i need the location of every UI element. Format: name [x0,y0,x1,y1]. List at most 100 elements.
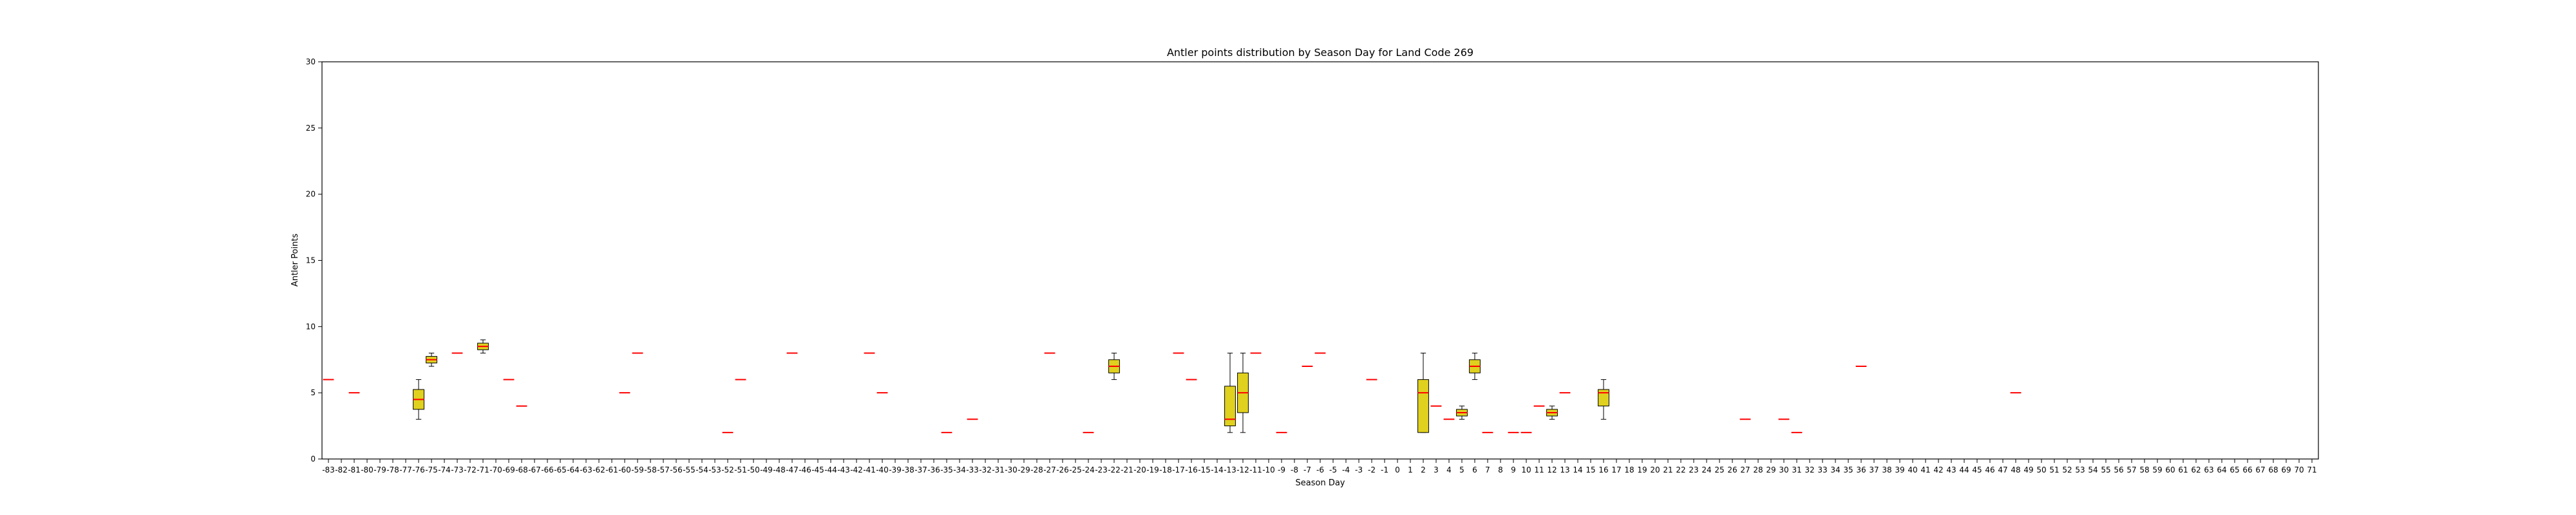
x-tick-label: 26 [1727,465,1737,474]
x-tick-label: -64 [567,465,580,474]
x-tick-label: -16 [1185,465,1198,474]
x-tick-label: 29 [1766,465,1776,474]
x-tick-label: 42 [1933,465,1943,474]
x-tick-label: 2 [1421,465,1426,474]
y-tick-label: 5 [310,388,316,397]
x-tick-label: 4 [1446,465,1452,474]
x-tick-label: -74 [438,465,451,474]
x-tick-label: -61 [605,465,618,474]
x-tick-label: -36 [927,465,940,474]
x-tick-label: 20 [1650,465,1660,474]
x-tick-label: 53 [2075,465,2085,474]
x-tick-label: -54 [696,465,708,474]
x-tick-label: 61 [2178,465,2188,474]
x-tick-label: -33 [966,465,979,474]
x-tick-label: 60 [2165,465,2175,474]
x-tick-label: 28 [1753,465,1763,474]
x-tick-label: 62 [2191,465,2201,474]
x-tick-label: -65 [554,465,567,474]
x-tick-label: -30 [1005,465,1018,474]
x-tick-label: -80 [361,465,374,474]
x-tick-label: -22 [1108,465,1121,474]
x-tick-label: 30 [1779,465,1788,474]
box-plot-day--22 [1108,352,1120,380]
x-tick-label: -78 [386,465,399,474]
box-plot-day-2 [1417,352,1429,433]
x-tick-label: 39 [1895,465,1904,474]
x-tick-label: -50 [747,465,760,474]
x-tick-label: -71 [477,465,489,474]
x-tick-label: -5 [1329,465,1337,474]
x-tick-label: -35 [940,465,953,474]
x-tick-label: -67 [528,465,541,474]
x-tick-label: 46 [1985,465,1994,474]
x-tick-label: -60 [618,465,631,474]
x-tick-label: -76 [412,465,425,474]
x-tick-label: 65 [2230,465,2239,474]
x-tick-label: -75 [425,465,438,474]
x-tick-label: 21 [1663,465,1672,474]
x-tick-label: 40 [1908,465,1917,474]
x-tick-label: -28 [1030,465,1043,474]
x-tick-label: -46 [799,465,811,474]
box-plot-day--75 [426,352,437,367]
x-tick-label: 7 [1485,465,1490,474]
x-tick-label: -81 [348,465,361,474]
y-tick-label: 15 [306,256,316,265]
x-tick-label: -14 [1211,465,1224,474]
x-tick-label: 1 [1408,465,1413,474]
x-tick-label: 43 [1946,465,1956,474]
x-tick-label: -4 [1342,465,1350,474]
x-tick-label: 23 [1689,465,1698,474]
x-tick-label: 52 [2062,465,2072,474]
x-tick-label: 12 [1547,465,1557,474]
x-tick-label: -73 [451,465,464,474]
box-plot-day--76 [413,379,424,420]
x-tick-label: -39 [889,465,902,474]
box-plot-day--71 [477,339,489,353]
x-tick-label: 67 [2255,465,2265,474]
x-tick-label: -26 [1056,465,1069,474]
x-tick-label: 37 [1869,465,1879,474]
x-tick-label: -55 [683,465,696,474]
x-tick-label: 58 [2139,465,2149,474]
x-tick-label: 5 [1459,465,1464,474]
x-tick-label: 48 [2011,465,2020,474]
x-tick-label: 69 [2281,465,2291,474]
x-tick-label: 31 [1792,465,1801,474]
x-tick-label: 45 [1972,465,1982,474]
x-tick-label: -47 [786,465,799,474]
x-tick-label: 9 [1511,465,1516,474]
x-tick-label: -66 [541,465,554,474]
x-tick-label: -13 [1224,465,1236,474]
x-tick-label: 32 [1804,465,1814,474]
y-axis-label: Antler Points [290,234,300,287]
x-tick-label: -38 [902,465,914,474]
x-tick-label: 36 [1856,465,1866,474]
iqr-box [1224,386,1236,427]
x-tick-label: 49 [2023,465,2033,474]
x-tick-label: 34 [1830,465,1840,474]
y-axis: 0 5 10 15 20 25 30 [306,57,322,464]
y-tick-label: 20 [306,190,316,199]
box-plot-day-5 [1456,406,1468,420]
x-tick-label: -24 [1082,465,1095,474]
x-tick-label: -15 [1198,465,1211,474]
x-tick-label: -48 [773,465,786,474]
x-tick-label: 55 [2101,465,2110,474]
x-tick-label: -56 [670,465,683,474]
x-tick-label: 13 [1560,465,1569,474]
box-plot-day-12 [1546,406,1558,420]
x-tick-label: -43 [837,465,850,474]
x-axis: -83 -82 -81 -80 -79 -78 -77 -76 -75 -74 -73 -72 -71-… [322,459,2317,474]
x-tick-label: 59 [2152,465,2162,474]
x-tick-label: 68 [2268,465,2278,474]
x-tick-label: -37 [914,465,927,474]
x-tick-label: 44 [1959,465,1969,474]
x-tick-label: 3 [1434,465,1439,474]
x-tick-label: 47 [1998,465,2007,474]
iqr-box [1598,389,1609,407]
x-tick-label: -10 [1262,465,1275,474]
x-tick-label: -40 [876,465,889,474]
